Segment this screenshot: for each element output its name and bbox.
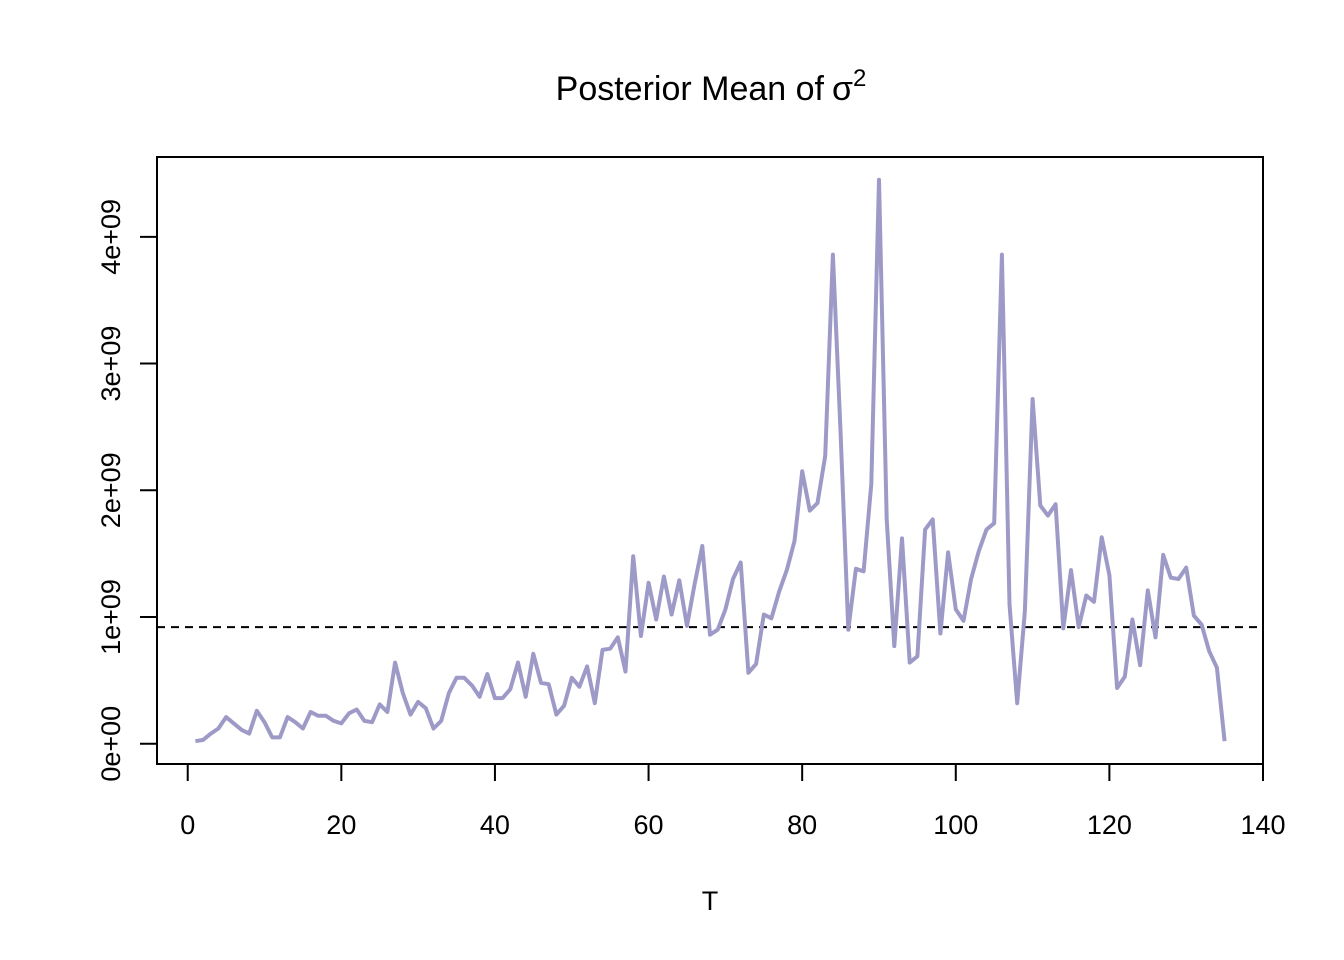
chart-title-text: Posterior Mean of xyxy=(556,70,825,108)
series-line xyxy=(195,177,1227,744)
plot-frame xyxy=(156,156,1264,765)
y-axis: 0e+00 1e+09 2e+09 3e+09 4e+09 xyxy=(96,199,158,782)
y-tick-label: 3e+09 xyxy=(96,326,126,402)
y-tick-label: 4e+09 xyxy=(96,199,126,275)
x-tick-label: 20 xyxy=(326,810,356,840)
y-tick-label: 1e+09 xyxy=(96,579,126,655)
x-tick-label: 100 xyxy=(933,810,978,840)
x-tick-label: 60 xyxy=(634,810,664,840)
y-tick-label: 0e+00 xyxy=(96,706,126,782)
x-tick-label: 40 xyxy=(480,810,510,840)
x-axis-label: T xyxy=(702,886,719,916)
x-tick-label: 0 xyxy=(180,810,195,840)
chart-title-symbol: σ xyxy=(832,70,853,108)
x-tick-label: 120 xyxy=(1087,810,1132,840)
y-tick-label: 2e+09 xyxy=(96,452,126,528)
plot-marks xyxy=(157,177,1263,744)
x-axis: 0 20 40 60 80 100 120 140 xyxy=(180,763,1286,840)
chart-title: Posterior Mean of σ2 xyxy=(556,65,867,108)
chart-title-superscript: 2 xyxy=(853,65,866,92)
x-tick-label: 140 xyxy=(1240,810,1285,840)
x-tick-label: 80 xyxy=(787,810,817,840)
